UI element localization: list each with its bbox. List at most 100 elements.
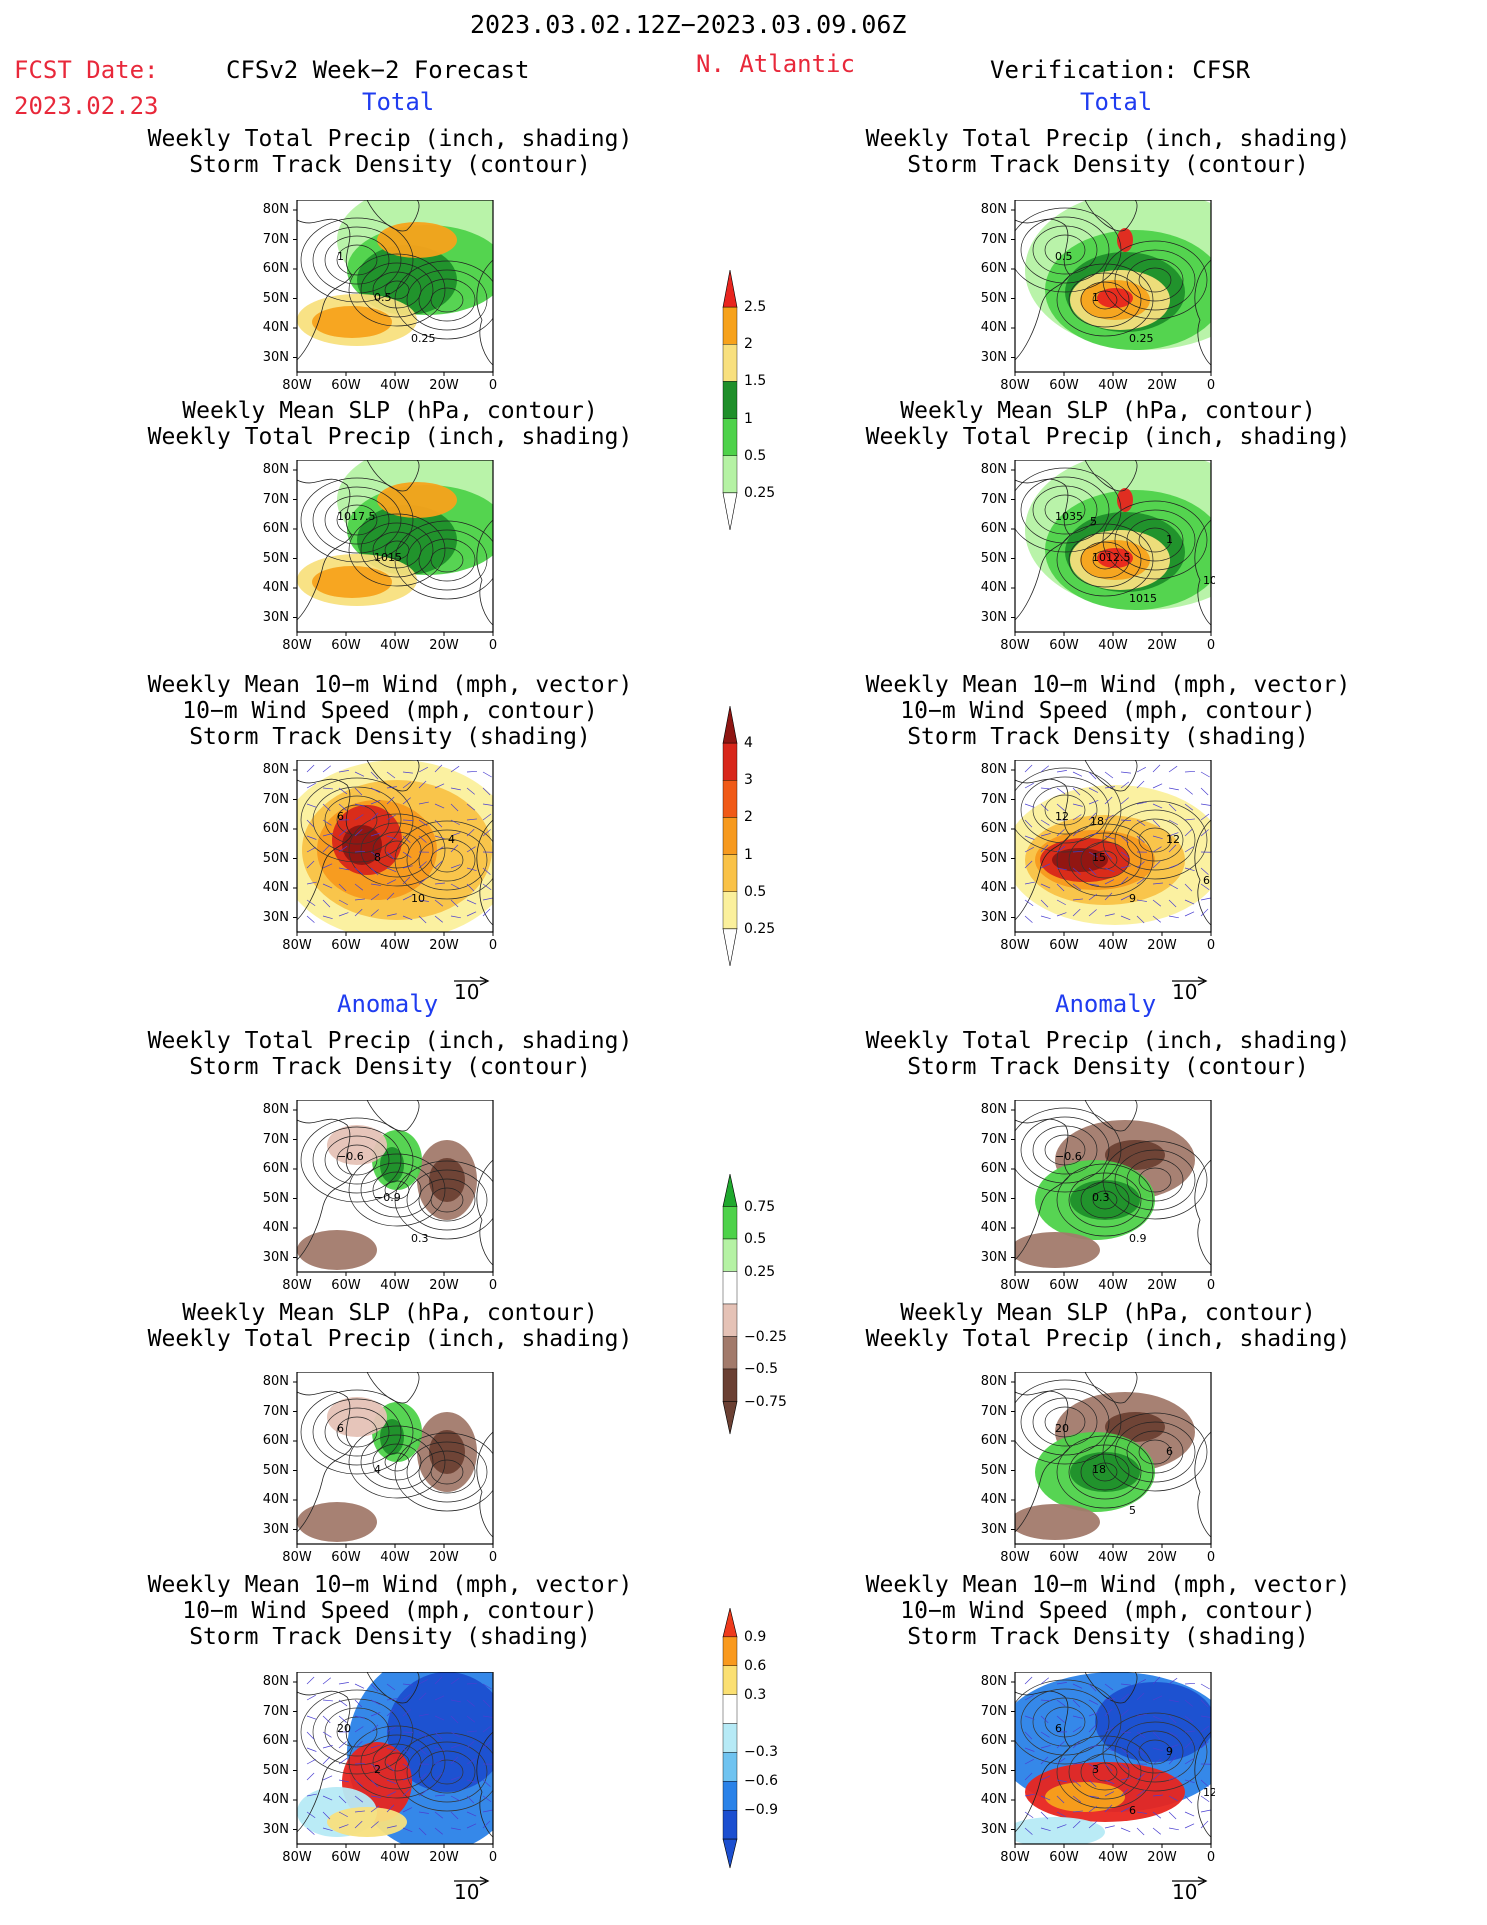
colorbar-swatch (722, 1336, 738, 1370)
colorbar-label: 0.5 (744, 1231, 767, 1247)
lon-tick-label: 40W (1098, 638, 1128, 653)
map-plot: 12 15 9 12 6 18 (1011, 759, 1212, 936)
contour-label: 1015 (374, 551, 402, 564)
contour-label: 1 (337, 250, 344, 263)
fcst-date-label: FCST Date: (14, 56, 159, 84)
panel-title-r4-left: Weekly Total Precip (inch, shading) Stor… (147, 1028, 633, 1080)
colorbar-label: 2.5 (744, 299, 767, 316)
lon-tick-label: 40W (380, 1850, 410, 1865)
lon-tick-label: 80W (282, 638, 312, 653)
colorbar-swatch (722, 344, 738, 382)
lat-tick-label: 30N (980, 1821, 1007, 1837)
map-panel-r5-right: 20 18 5 6 80N 70N 60N 50N 40N 30N 80W 60W 40W 20W 0 (967, 1371, 1215, 1574)
lon-tick-label: 60W (1049, 1278, 1079, 1293)
lat-tick-label: 40N (980, 580, 1007, 595)
colorbar-swatch (722, 418, 738, 456)
lat-tick-label: 60N (262, 521, 289, 536)
colorbar-swatch (722, 306, 738, 345)
lat-tick-label: 50N (262, 290, 289, 306)
lat-tick-label: 60N (980, 521, 1007, 536)
vector-reference-value: 10 (454, 1880, 480, 1904)
contour-label: 1015 (1129, 592, 1157, 605)
contour-label: 12 (1203, 1786, 1215, 1799)
colorbar-swatch (722, 1271, 738, 1305)
colorbar-swatch (722, 854, 738, 892)
colorbar-label: 1 (744, 410, 753, 427)
colorbar-swatch (722, 742, 738, 781)
lat-tick-label: 60N (262, 1733, 289, 1748)
panel-title-r3-left: Weekly Mean 10−m Wind (mph, vector) 10−m… (147, 672, 633, 750)
map-plot: 1017.5 1015 (293, 459, 494, 636)
map-plot: 20 2 (293, 1671, 494, 1848)
lat-tick-label: 80N (980, 1674, 1007, 1689)
lat-tick-label: 70N (980, 491, 1007, 507)
lon-tick-label: 0 (1206, 378, 1216, 393)
lon-tick-label: 20W (429, 1550, 459, 1565)
lat-tick-label: 50N (980, 1190, 1007, 1206)
lon-tick-label: 60W (331, 1550, 361, 1565)
map-panel-r6-left: 20 2 80N 70N 60N 50N 40N 30N 80W 60W 40W 20W 0 (249, 1671, 497, 1874)
vector-reference-arrow-icon (454, 976, 490, 986)
vector-reference-arrow-icon (1172, 1876, 1208, 1886)
lat-tick-label: 70N (980, 1131, 1007, 1147)
lat-tick-label: 60N (262, 261, 289, 276)
panel-title-r6-right: Weekly Mean 10−m Wind (mph, vector) 10−m… (865, 1572, 1351, 1650)
colorbar-swatch (722, 455, 738, 494)
lon-tick-label: 40W (380, 1278, 410, 1293)
lat-tick-label: 70N (262, 491, 289, 507)
map-panel-r1-right: 0.5 1 0.25 80N 70N 60N 50N 40N 30N 80W 60W 40W 20W 0 (967, 199, 1215, 402)
lon-tick-label: 40W (380, 638, 410, 653)
lat-tick-label: 60N (980, 1161, 1007, 1176)
map-panel-r6-right: 6 3 6 9 12 80N 70N 60N 50N 40N 30N 80W 60W 40W 20W 0 (967, 1671, 1217, 1874)
lat-tick-label: 60N (262, 1433, 289, 1448)
contour-label: 6 (1203, 874, 1210, 887)
lat-tick-label: 40N (980, 880, 1007, 895)
lon-tick-label: 80W (282, 938, 312, 953)
vector-reference-r3-right: 10 (1170, 972, 1210, 1004)
colorbar-scale (722, 1607, 738, 1869)
lon-tick-label: 80W (1000, 1550, 1030, 1565)
lon-tick-label: 40W (380, 378, 410, 393)
contour-label: 1017.5 (337, 510, 376, 523)
lon-tick-label: 80W (1000, 638, 1030, 653)
colorbar-label: −0.6 (744, 1773, 778, 1790)
vector-reference-r6-left: 10 (452, 1872, 492, 1904)
contour-label: 18 (1090, 815, 1104, 828)
lat-tick-label: 70N (980, 791, 1007, 807)
lat-tick-label: 40N (980, 1792, 1007, 1807)
lon-tick-label: 40W (1098, 1278, 1128, 1293)
colorbar-swatch (722, 1368, 738, 1402)
lon-tick-label: 60W (331, 638, 361, 653)
lon-tick-label: 40W (380, 1550, 410, 1565)
fcst-date-value: 2023.02.23 (14, 92, 159, 120)
contour-label: 9 (1129, 892, 1136, 905)
colorbar-label: 0.25 (744, 484, 776, 501)
map-plot: 6 8 10 4 (293, 759, 494, 936)
contour-label: 0.5 (1055, 250, 1073, 263)
lon-tick-label: 40W (1098, 1850, 1128, 1865)
lat-tick-label: 60N (980, 1733, 1007, 1748)
contour-label: −0.6 (337, 1150, 364, 1163)
contour-label: 5 (1129, 1504, 1136, 1517)
vector-reference-r3-left: 10 (452, 972, 492, 1004)
lat-tick-label: 50N (980, 850, 1007, 866)
lon-tick-label: 0 (488, 1850, 498, 1865)
lon-tick-label: 20W (1147, 1850, 1177, 1865)
contour-label: 12 (1055, 810, 1069, 823)
contour-label: 18 (1092, 1463, 1106, 1476)
lat-tick-label: 80N (980, 202, 1007, 217)
contour-label: 0.25 (411, 332, 436, 345)
colorbar-scale (722, 705, 738, 967)
lon-tick-label: 60W (1049, 938, 1079, 953)
lon-tick-label: 0 (488, 1550, 498, 1565)
lat-tick-label: 70N (262, 791, 289, 807)
lon-tick-label: 80W (1000, 1850, 1030, 1865)
anomaly-section-label-left: Anomaly (337, 990, 439, 1018)
colorbar-label: −0.75 (744, 1393, 787, 1410)
lon-tick-label: 20W (1147, 378, 1177, 393)
lat-tick-label: 60N (980, 821, 1007, 836)
lat-tick-label: 40N (262, 580, 289, 595)
lat-tick-label: 60N (262, 1161, 289, 1176)
lon-tick-label: 80W (282, 378, 312, 393)
